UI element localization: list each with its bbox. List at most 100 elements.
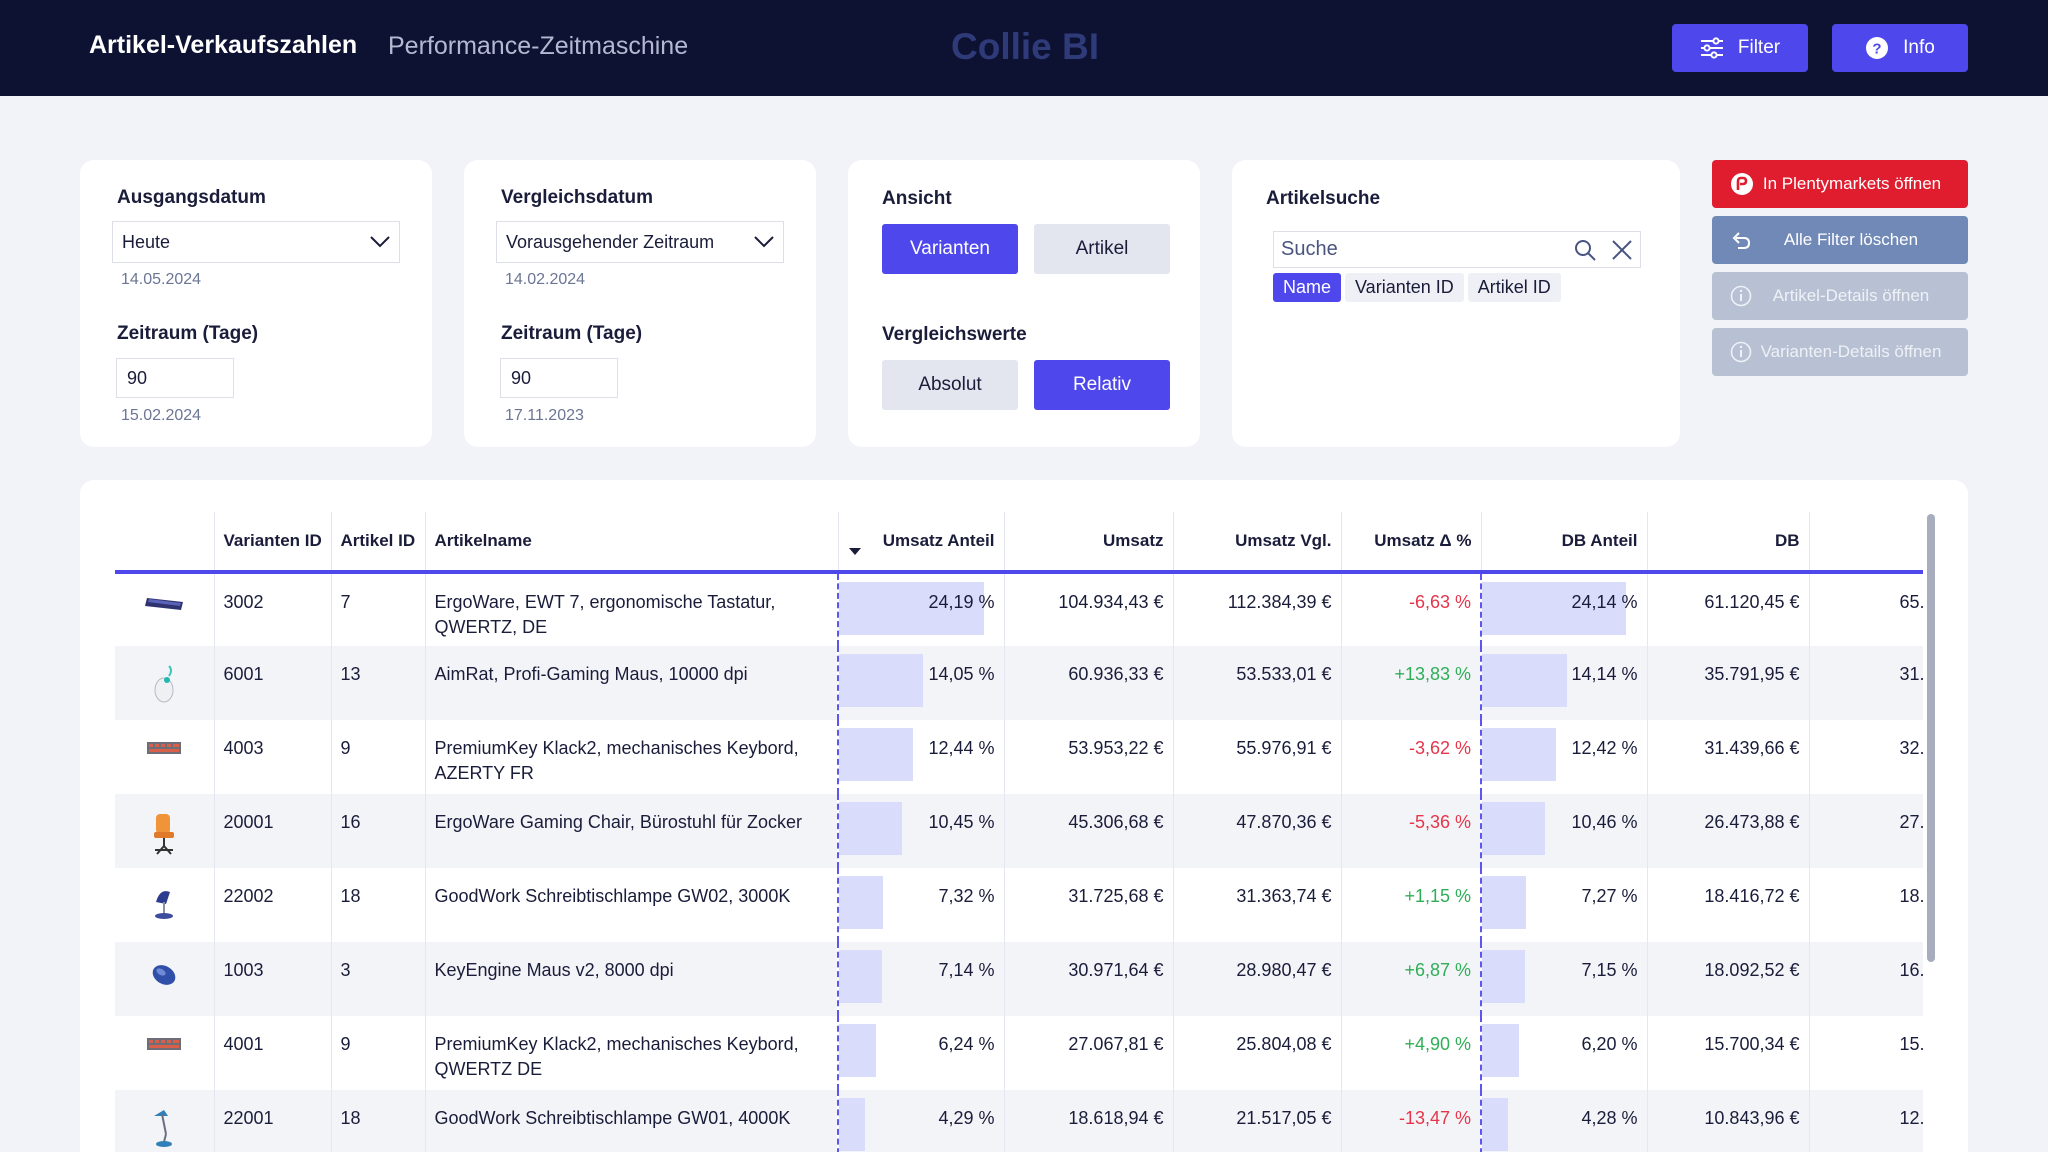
plentymarkets-logo-icon [1731,173,1753,195]
cell-db: 18.092,52 € [1647,942,1810,1016]
vgl-zeitraum-label: Zeitraum (Tage) [501,323,643,344]
cell-artikelname: ErgoWare Gaming Chair, Bürostuhl für Zoc… [425,794,839,868]
cell-umsatz-vgl: 31.363,74 € [1173,868,1342,942]
cell-db: 35.791,95 € [1647,646,1810,720]
cell-varianten-id: 1003 [214,942,332,1016]
table-body: 3002 7 ErgoWare, EWT 7, ergonomische Tasta… [115,572,1923,1152]
product-thumbnail [115,646,215,720]
col-artikelname[interactable]: Artikelname [425,512,839,574]
vgl-zeitraum-start-date: 17.11.2023 [505,407,584,424]
cell-db-vgl: 16.966, [1809,942,1923,1016]
cell-db-anteil: 24,14 % [1480,572,1648,646]
cell-db-anteil: 10,46 % [1480,794,1648,868]
artikelsuche-card [1232,160,1680,447]
umsatz-anteil-value: 7,32 % [938,886,995,906]
col-varianten-id[interactable]: Varianten ID [214,512,332,574]
cell-umsatz-vgl: 25.804,08 € [1173,1016,1342,1090]
cell-umsatz-anteil: 4,29 % [837,1090,1005,1152]
cell-umsatz-anteil: 7,14 % [837,942,1005,1016]
cell-db-vgl: 65.643, [1809,572,1923,646]
cell-umsatz-vgl: 28.980,47 € [1173,942,1342,1016]
col-db[interactable]: DB [1647,512,1810,574]
col-db-anteil[interactable]: DB Anteil [1481,512,1648,574]
cell-artikelname: PremiumKey Klack2, mechanisches Keybord,… [425,720,839,794]
vgl-zeitraum-input[interactable]: 90 [500,358,618,398]
table-row[interactable]: 6001 13 AimRat, Profi-Gaming Maus, 10000 d… [115,646,1923,720]
cell-artikelname: GoodWork Schreibtischlampe GW01, 4000K [425,1090,839,1152]
table-row[interactable]: 1003 3 KeyEngine Maus v2, 8000 dpi 7,14 % 30… [115,942,1923,1016]
cell-umsatz-delta: -5,36 % [1341,794,1482,868]
mouse-white-icon [149,665,179,708]
cell-umsatz-anteil: 24,19 % [837,572,1005,646]
col-umsatz-vgl[interactable]: Umsatz Vgl. [1173,512,1342,574]
cell-umsatz: 60.936,33 € [1004,646,1174,720]
db-anteil-value: 10,46 % [1571,812,1638,832]
zeitraum-input[interactable]: 90 [116,358,234,398]
lamp-blue-icon [150,1110,178,1152]
app-logo: Collie BI [951,26,1100,67]
ansicht-artikel-toggle[interactable]: Artikel [1034,224,1170,274]
cell-db-anteil: 7,15 % [1480,942,1648,1016]
info-button[interactable]: ? Info [1832,24,1968,72]
table-row[interactable]: 4003 9 PremiumKey Klack2, mechanisches Key… [115,720,1923,794]
umsatz-anteil-value: 24,19 % [928,592,995,612]
info-circle-icon [1730,285,1752,307]
table-scrollbar[interactable] [1927,514,1935,962]
vergleichsdatum-select[interactable]: Vorausgehender Zeitraum [496,221,784,263]
open-artikel-details-label: Artikel-Details öffnen [1772,286,1930,305]
keyboard-red-icon [145,1038,183,1058]
search-input[interactable]: Suche [1273,231,1641,268]
col-db-vgl[interactable]: DB [1809,512,1923,574]
info-label: Info [1903,37,1935,58]
col-umsatz[interactable]: Umsatz [1004,512,1174,574]
vergleichswerte-absolut-toggle[interactable]: Absolut [882,360,1018,410]
filter-button[interactable]: Filter [1672,24,1808,72]
clear-filters-button[interactable]: Alle Filter löschen [1712,216,1968,264]
cell-umsatz: 45.306,68 € [1004,794,1174,868]
db-anteil-bar [1482,728,1557,781]
cell-db: 18.416,72 € [1647,868,1810,942]
search-tab-varianten-id[interactable]: Varianten ID [1345,273,1464,302]
cell-varianten-id: 4003 [214,720,332,794]
ausgangsdatum-value: Heute [122,231,171,252]
ausgangsdatum-select[interactable]: Heute [112,221,400,263]
search-tab-name[interactable]: Name [1273,273,1342,302]
umsatz-anteil-bar [839,582,984,635]
cell-umsatz-anteil: 12,44 % [837,720,1005,794]
search-icon[interactable] [1573,238,1597,262]
col-artikel-id[interactable]: Artikel ID [331,512,426,574]
vergleichsdatum-date: 14.02.2024 [505,271,586,288]
search-tab-artikel-id[interactable]: Artikel ID [1467,273,1561,302]
lamp-icon [150,891,178,924]
cell-db-vgl: 31.268, [1809,646,1923,720]
cell-umsatz-vgl: 112.384,39 € [1173,572,1342,646]
open-plentymarkets-button[interactable]: In Plentymarkets öffnen [1712,160,1968,208]
vergleichsdatum-card [464,160,816,447]
close-icon[interactable] [1611,239,1633,261]
col-umsatz-anteil[interactable]: Umsatz Anteil [838,512,1005,574]
vergleichswerte-relativ-toggle[interactable]: Relativ [1034,360,1170,410]
ausgangsdatum-date: 14.05.2024 [121,271,202,288]
zeitraum-start-date: 15.02.2024 [121,407,202,424]
table-row[interactable]: 3002 7 ErgoWare, EWT 7, ergonomische Tasta… [115,572,1923,646]
cell-umsatz: 18.618,94 € [1004,1090,1174,1152]
cell-varianten-id: 22001 [214,1090,332,1152]
table-row[interactable]: 20001 16 ErgoWare Gaming Chair, Bürostuhl … [115,794,1923,868]
table-row[interactable]: 4001 9 PremiumKey Klack2, mechanisches Key… [115,1016,1923,1090]
cell-artikelname: ErgoWare, EWT 7, ergonomische Tastatur, … [425,572,839,646]
col-umsatz-delta[interactable]: Umsatz Δ % [1341,512,1482,574]
sort-desc-icon[interactable] [849,548,861,555]
cell-db-anteil: 12,42 % [1480,720,1648,794]
mouse-blue-icon [148,965,180,994]
table-row[interactable]: 22002 18 GoodWork Schreibtischlampe GW02, … [115,868,1923,942]
cell-db-vgl: 15.169, [1809,1016,1923,1090]
cell-varianten-id: 4001 [214,1016,332,1090]
table-row[interactable]: 22001 18 GoodWork Schreibtischlampe GW01, … [115,1090,1923,1152]
product-thumbnail [115,572,215,646]
open-artikel-details-button[interactable]: Artikel-Details öffnen [1712,272,1968,320]
cell-umsatz-vgl: 47.870,36 € [1173,794,1342,868]
open-varianten-details-button[interactable]: Varianten-Details öffnen [1712,328,1968,376]
cell-artikel-id: 9 [331,720,426,794]
cell-artikel-id: 3 [331,942,426,1016]
ansicht-varianten-toggle[interactable]: Varianten [882,224,1018,274]
